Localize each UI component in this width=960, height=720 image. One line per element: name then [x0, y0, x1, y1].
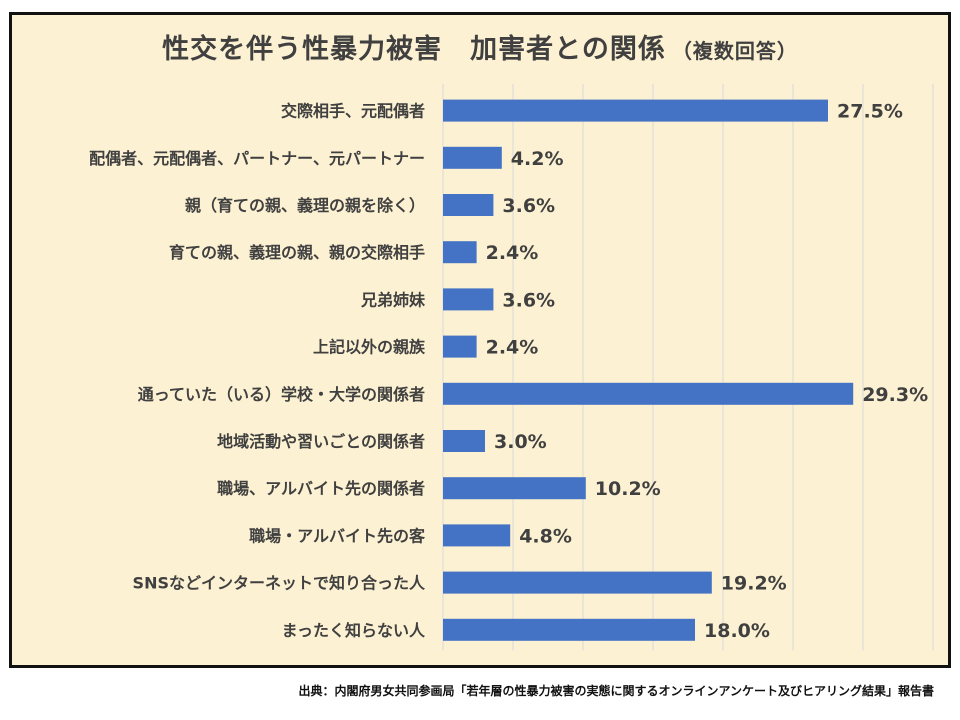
- category-label: 通っていた（いる）学校・大学の関係者: [138, 385, 425, 404]
- value-label: 2.4%: [486, 242, 539, 264]
- value-label: 19.2%: [721, 573, 787, 595]
- chart-subtitle: （複数回答）: [671, 39, 798, 63]
- category-label: 親（育ての親、義理の親を除く）: [185, 196, 425, 215]
- value-label: 3.6%: [502, 195, 555, 217]
- bar: [443, 335, 477, 358]
- bar: [443, 146, 502, 169]
- bar: [443, 477, 586, 500]
- category-label: 職場、アルバイト先の関係者: [217, 479, 425, 498]
- value-label: 4.8%: [519, 525, 572, 547]
- bar: [443, 430, 485, 452]
- bar: [443, 194, 494, 216]
- category-label: 育ての親、義理の親、親の交際相手: [169, 243, 425, 262]
- value-label: 29.3%: [862, 384, 928, 406]
- bar: [443, 288, 494, 311]
- value-label: 10.2%: [595, 478, 661, 500]
- category-label: 交際相手、元配偶者: [281, 102, 425, 121]
- category-label: まったく知らない人: [282, 621, 426, 640]
- value-label: 18.0%: [704, 620, 770, 642]
- bar: [443, 382, 854, 405]
- value-label: 4.2%: [511, 148, 564, 170]
- category-label: 地域活動や習いごとの関係者: [217, 432, 425, 451]
- value-label: 2.4%: [486, 337, 539, 359]
- bar: [443, 618, 695, 641]
- value-label: 27.5%: [837, 101, 903, 123]
- value-label: 3.0%: [494, 431, 547, 453]
- value-label: 3.6%: [502, 289, 555, 311]
- category-label: 職場・アルバイト先の客: [249, 526, 426, 545]
- category-label: SNSなどインターネットで知り合った人: [133, 574, 426, 593]
- bar: [443, 571, 712, 594]
- bar: [443, 99, 828, 122]
- category-label: 上記以外の親族: [313, 338, 426, 357]
- category-label: 配偶者、元配偶者、パートナー、元パートナー: [89, 149, 425, 168]
- chart-title-main: 性交を伴う性暴力被害 加害者との関係: [162, 34, 666, 65]
- chart-title: 性交を伴う性暴力被害 加害者との関係 （複数回答）: [0, 27, 960, 66]
- source-note: 出典：内閣府男女共同参画局「若年層の性暴力被害の実態に関するオンラインアンケート…: [298, 684, 934, 698]
- bar: [443, 524, 511, 547]
- bar: [443, 241, 477, 264]
- category-label: 兄弟姉妹: [360, 290, 426, 309]
